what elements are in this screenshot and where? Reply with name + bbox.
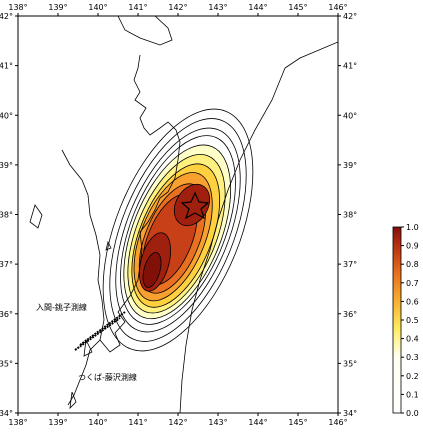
colorbar-tick-label: 0.1 bbox=[406, 390, 419, 399]
x-tick-label: 144° bbox=[248, 418, 267, 427]
colorbar-tick-label: 0.6 bbox=[406, 297, 419, 306]
y-tick-label: 39° bbox=[0, 161, 13, 170]
coastline bbox=[29, 16, 181, 410]
colorbar-tick-label: 0.9 bbox=[406, 242, 419, 251]
y-tick-label: 34° bbox=[0, 409, 13, 418]
x-tick-label: 143° bbox=[208, 3, 227, 12]
colorbar-tick-label: 0.4 bbox=[406, 335, 419, 344]
x-tick-label: 142° bbox=[168, 3, 187, 12]
x-tick-label: 138° bbox=[8, 418, 27, 427]
y-tick-label: 36° bbox=[0, 310, 13, 319]
y-tick-label: 35° bbox=[0, 359, 13, 368]
x-tick-label: 145° bbox=[288, 418, 307, 427]
y-tick-label: 36° bbox=[343, 310, 357, 319]
x-tick-label: 143° bbox=[208, 418, 227, 427]
x-tick-label: 139° bbox=[48, 3, 67, 12]
y-tick-label: 41° bbox=[343, 62, 357, 71]
colorbar-tick-label: 0.7 bbox=[406, 279, 419, 288]
y-tick-label: 41° bbox=[0, 62, 13, 71]
colorbar bbox=[392, 226, 402, 414]
y-tick-label: 42° bbox=[0, 12, 13, 21]
trench bbox=[179, 41, 338, 413]
epicenter-star bbox=[180, 191, 210, 220]
y-tick-label: 42° bbox=[343, 12, 357, 21]
x-tick-label: 141° bbox=[128, 418, 147, 427]
colorbar-tick-label: 0.2 bbox=[406, 372, 419, 381]
y-tick-label: 38° bbox=[0, 211, 13, 220]
x-tick-label: 141° bbox=[128, 3, 147, 12]
annotation: つくば-藤沢測線 bbox=[78, 372, 137, 382]
x-tick-label: 146° bbox=[328, 3, 347, 12]
x-tick-label: 142° bbox=[168, 418, 187, 427]
y-tick-label: 37° bbox=[0, 260, 13, 269]
x-tick-label: 138° bbox=[8, 3, 27, 12]
x-tick-label: 144° bbox=[248, 3, 267, 12]
colorbar-tick-label: 0.0 bbox=[406, 409, 419, 418]
annotation: 入間-銚子測線 bbox=[36, 302, 87, 312]
x-tick-label: 140° bbox=[88, 418, 107, 427]
y-tick-label: 37° bbox=[343, 260, 357, 269]
survey-line bbox=[74, 311, 126, 351]
y-tick-label: 39° bbox=[343, 161, 357, 170]
y-tick-label: 35° bbox=[343, 359, 357, 368]
colorbar-tick-label: 0.5 bbox=[406, 316, 419, 325]
x-tick-label: 145° bbox=[288, 3, 307, 12]
colorbar-tick-label: 0.8 bbox=[406, 260, 419, 269]
map-content: 入間-銚子測線 つくば-藤沢測線 bbox=[29, 16, 338, 413]
y-tick-label: 40° bbox=[343, 111, 357, 120]
y-tick-label: 38° bbox=[343, 211, 357, 220]
slip-contours bbox=[102, 108, 254, 352]
y-tick-label: 40° bbox=[0, 111, 13, 120]
y-tick-label: 34° bbox=[343, 409, 357, 418]
x-tick-label: 139° bbox=[48, 418, 67, 427]
colorbar-tick-label: 1.0 bbox=[406, 223, 419, 232]
x-tick-label: 146° bbox=[328, 418, 347, 427]
colorbar-tick-label: 0.3 bbox=[406, 353, 419, 362]
x-tick-label: 140° bbox=[88, 3, 107, 12]
